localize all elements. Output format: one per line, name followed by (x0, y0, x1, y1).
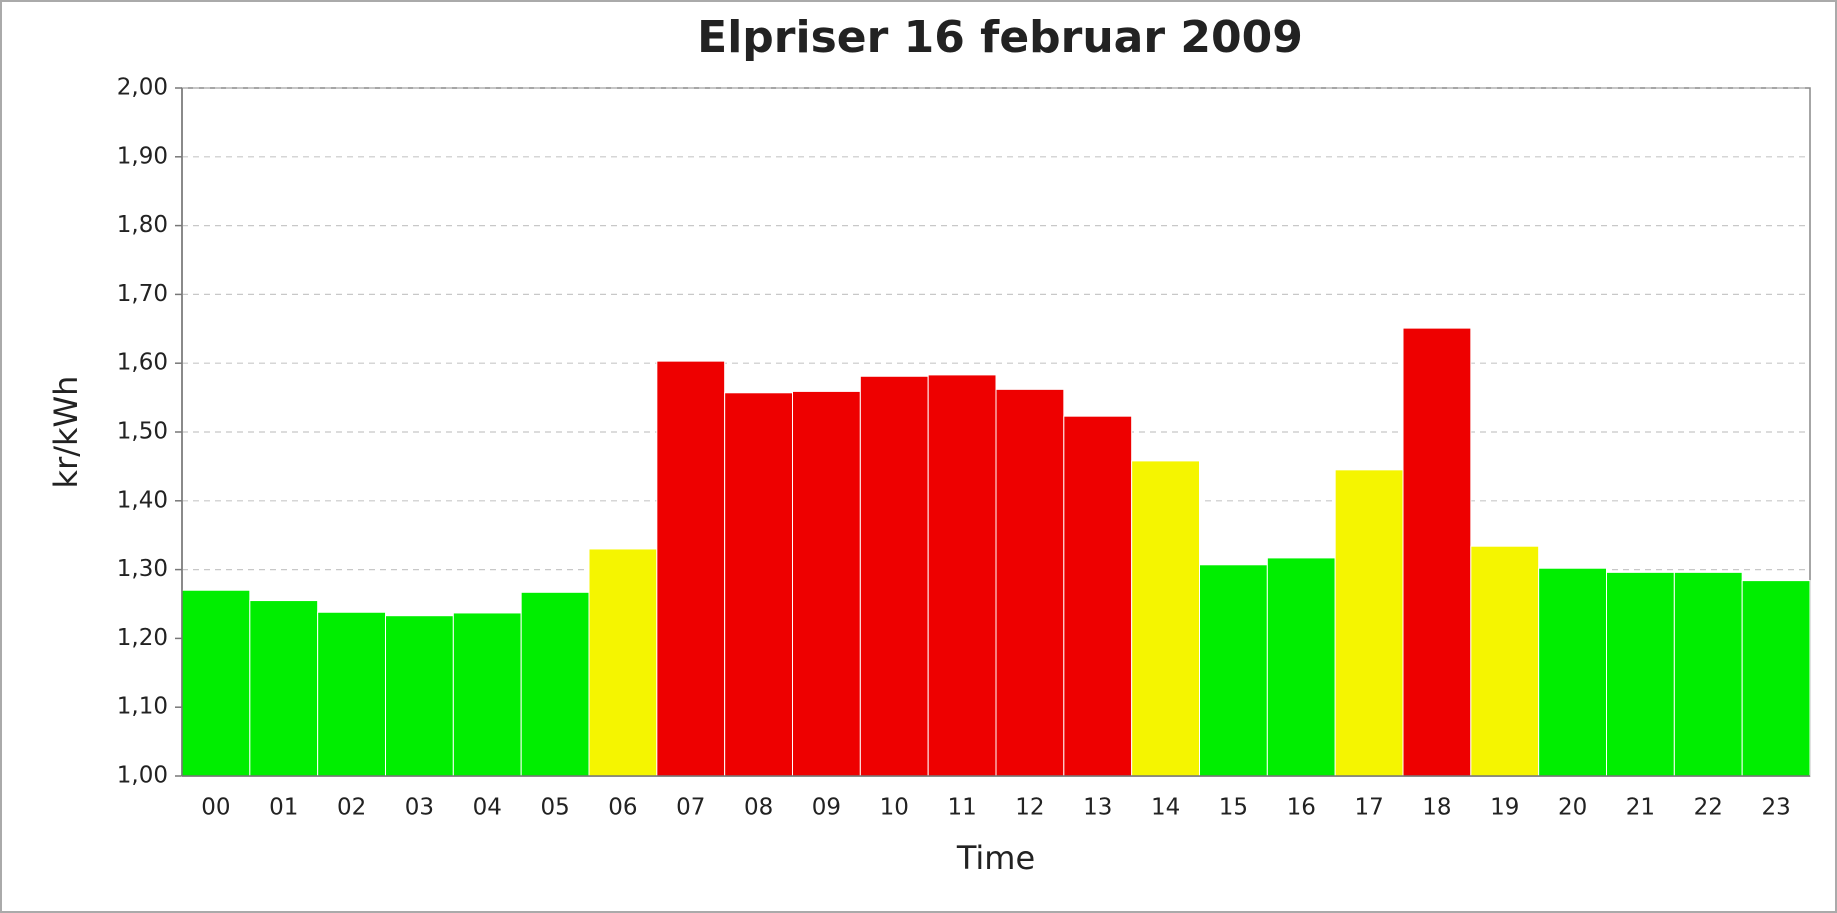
y-tick-label: 2,00 (117, 75, 168, 101)
x-tick-label: 07 (676, 795, 705, 821)
x-tick-label: 14 (1151, 795, 1180, 821)
bar (1199, 564, 1268, 777)
bar (520, 591, 590, 777)
bar (1131, 460, 1200, 777)
y-tick-label: 1,90 (117, 143, 168, 169)
bar (385, 615, 454, 777)
y-tick-label: 1,30 (117, 556, 168, 582)
y-tick-label: 1,80 (117, 212, 168, 238)
bar (452, 612, 522, 777)
y-tick-label: 1,00 (117, 763, 168, 789)
bar (1266, 557, 1336, 777)
y-tick-label: 1,70 (117, 281, 168, 307)
y-tick-label: 1,40 (117, 487, 168, 513)
x-axis-label: Time (956, 839, 1035, 877)
x-tick-label: 22 (1694, 795, 1723, 821)
x-tick-label: 15 (1219, 795, 1248, 821)
x-tick-label: 17 (1354, 795, 1383, 821)
x-tick-label: 11 (947, 795, 976, 821)
bar (927, 374, 997, 777)
bar (181, 589, 251, 777)
bar (1402, 327, 1472, 777)
bar (1538, 567, 1607, 777)
bar (656, 360, 726, 777)
x-tick-label: 16 (1287, 795, 1316, 821)
x-tick-label: 09 (812, 795, 841, 821)
bar (724, 392, 794, 777)
y-axis-label: kr/kWh (47, 376, 85, 489)
x-tick-label: 02 (337, 795, 366, 821)
x-tick-label: 04 (473, 795, 502, 821)
y-tick-label: 1,60 (117, 350, 168, 376)
x-tick-label: 05 (540, 795, 569, 821)
bar (1673, 571, 1743, 777)
bar (317, 611, 386, 777)
bar (588, 548, 658, 777)
bar (1606, 571, 1675, 777)
chart-title: Elpriser 16 februar 2009 (697, 12, 1303, 63)
bar (792, 390, 861, 777)
x-tick-label: 01 (269, 795, 298, 821)
x-tick-label: 20 (1558, 795, 1587, 821)
x-tick-label: 00 (201, 795, 230, 821)
bar (1063, 415, 1133, 777)
bar (1334, 469, 1404, 777)
bar (859, 375, 929, 777)
x-tick-label: 23 (1761, 795, 1790, 821)
x-tick-label: 12 (1015, 795, 1044, 821)
bar (995, 388, 1065, 777)
y-tick-label: 1,10 (117, 694, 168, 720)
x-tick-label: 18 (1422, 795, 1451, 821)
x-tick-label: 21 (1626, 795, 1655, 821)
bar (1470, 545, 1540, 777)
x-tick-label: 08 (744, 795, 773, 821)
x-tick-label: 06 (608, 795, 637, 821)
bar (249, 600, 319, 777)
x-tick-label: 13 (1083, 795, 1112, 821)
x-tick-label: 03 (405, 795, 434, 821)
y-tick-label: 1,20 (117, 625, 168, 651)
x-tick-label: 19 (1490, 795, 1519, 821)
bar (1741, 580, 1811, 777)
y-tick-label: 1,50 (117, 419, 168, 445)
x-tick-label: 10 (880, 795, 909, 821)
